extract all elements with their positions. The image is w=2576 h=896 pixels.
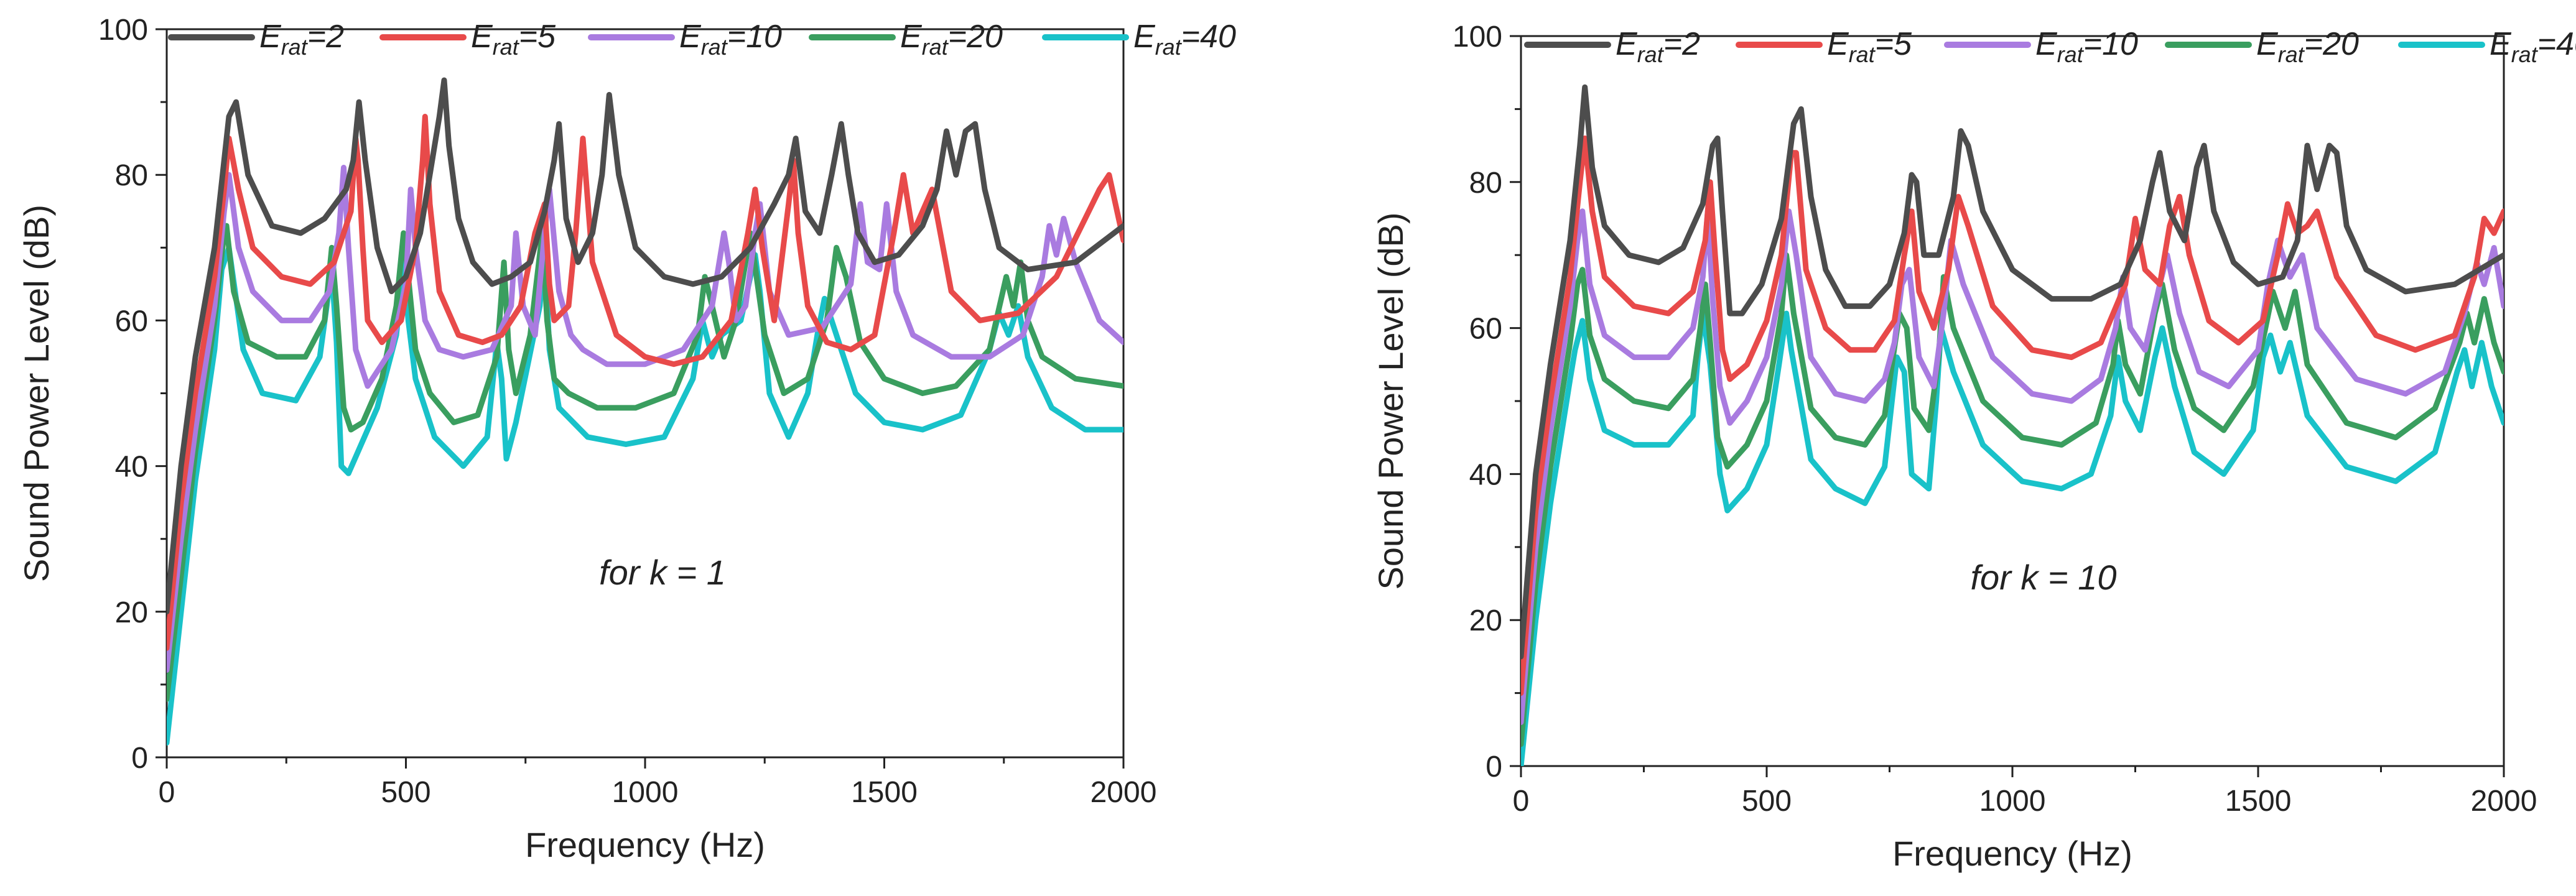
legend: Erat=2 Erat=5 Erat=10 Erat=20 Erat=40 [168,19,1236,60]
series-group [1521,84,2504,766]
legend-entry: Erat=2 [1616,26,1700,67]
chart-panel-right: 0 500 1000 1500 2000 0 20 40 60 80 100 Frequency (H… [1371,21,2576,873]
x-tick-label: 2000 [1090,776,1157,809]
x-axis-title: Frequency (Hz) [1892,834,2132,873]
legend-entry: Erat=5 [1827,26,1912,67]
series-line-erat-5 [1521,135,2504,696]
x-axis-title: Frequency (Hz) [525,825,765,864]
series-line-erat-10 [167,165,1123,673]
series-line-erat-2 [167,77,1123,615]
legend-entry: Erat=2 [259,19,344,60]
x-tick-label: 1000 [612,776,679,809]
chart-panel-left: 0 500 1000 1500 2000 0 20 40 60 80 100 Frequency (H… [17,14,1236,864]
y-tick-label: 80 [1469,167,1502,200]
y-tick-label: 0 [131,742,148,775]
series-group [167,77,1123,746]
x-tick-label: 0 [1513,785,1530,818]
y-tick-label: 40 [115,451,148,484]
legend-entry: Erat=10 [679,19,782,60]
series-line-erat-40 [1521,310,2504,766]
annotation-text: for k = 10 [1970,558,2116,597]
y-tick-label: 60 [115,305,148,338]
x-tick-label: 500 [381,776,430,809]
series-line-erat-5 [167,114,1123,651]
legend-entry: Erat=20 [2256,26,2359,67]
series-line-erat-20 [167,223,1123,702]
legend-entry: Erat=20 [900,19,1003,60]
legend-entry: Erat=40 [2490,26,2576,67]
legend-entry: Erat=10 [2035,26,2138,67]
x-tick-label: 2000 [2471,785,2537,818]
annotation-text: for k = 1 [599,553,726,592]
y-axis-title: Sound Power Level (dB) [1371,212,1410,589]
legend-entry: Erat=40 [1133,19,1236,60]
y-tick-label: 0 [1486,751,1502,783]
x-tick-label: 1000 [1979,785,2046,818]
legend-entry: Erat=5 [471,19,556,60]
series-line-erat-2 [1521,84,2504,660]
x-tick-label: 1500 [851,776,918,809]
legend: Erat=2 Erat=5 Erat=10 Erat=20 Erat=40 [1524,26,2576,67]
y-tick-label: 80 [115,159,148,192]
plot-frame [1520,35,2505,767]
y-tick-label: 60 [1469,313,1502,346]
y-tick-label: 100 [98,14,148,47]
x-tick-label: 1500 [2225,785,2292,818]
y-tick-label: 100 [1453,21,1502,53]
y-axis-title: Sound Power Level (dB) [17,205,56,582]
x-tick-label: 0 [159,776,175,809]
series-line-erat-10 [1521,208,2504,726]
y-tick-label: 20 [1469,604,1502,637]
y-tick-label: 40 [1469,458,1502,491]
x-tick-label: 500 [1742,785,1792,818]
y-tick-label: 20 [115,596,148,629]
